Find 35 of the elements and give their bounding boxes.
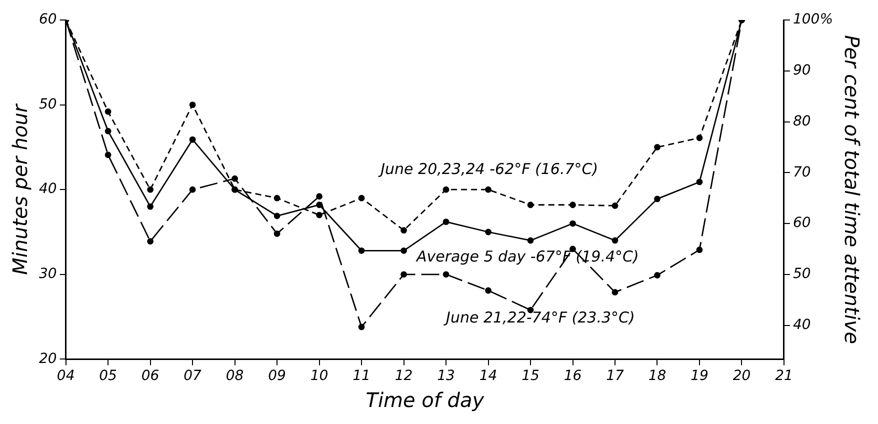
x-tick-label: 18 — [648, 368, 666, 384]
x-tick-label: 08 — [226, 368, 244, 384]
x-tick-label: 05 — [99, 368, 118, 384]
y2-tick-label: 80 — [792, 113, 811, 130]
x-tick-label: 15 — [522, 368, 540, 384]
y-tick-label: 40 — [38, 181, 57, 198]
x-tick-label: 11 — [352, 368, 370, 384]
y2-tick-label: 60 — [792, 215, 811, 232]
x-tick-label: 13 — [437, 368, 455, 384]
x-axis-title: Time of day — [366, 388, 486, 412]
x-tick-label: 17 — [606, 368, 624, 384]
y-tick-label: 50 — [38, 96, 57, 112]
x-tick-label: 19 — [690, 368, 708, 384]
x-tick-label: 10 — [310, 368, 328, 384]
y2-tick-label: 40 — [792, 316, 811, 333]
y-tick-label: 30 — [38, 266, 57, 282]
y2-tick-label: 50 — [792, 266, 811, 282]
x-tick-label: 20 — [732, 368, 751, 384]
y-tick-label: 20 — [38, 350, 57, 367]
y2-tick-label: 90 — [792, 62, 811, 79]
x-tick-label: 07 — [184, 368, 202, 384]
x-tick-label: 21 — [775, 368, 793, 384]
y-tick-label: 60 — [38, 12, 57, 28]
x-tick-label: 12 — [394, 368, 413, 384]
series-label: June 21,22-74°F (23.3°C) — [443, 308, 635, 326]
y-axis-title: Minutes per hour — [8, 102, 32, 275]
x-tick-label: 06 — [141, 368, 160, 384]
y2-tick-label: 70 — [792, 164, 811, 180]
x-tick-label: 16 — [564, 368, 582, 384]
x-tick-label: 14 — [479, 368, 498, 384]
series-label: June 20,23,24 -62°F (16.7°C) — [378, 160, 598, 178]
y2-axis-title: Per cent of total time attentive — [840, 35, 864, 344]
x-tick-label: 09 — [268, 368, 286, 384]
y2-tick-label: 100% — [792, 12, 834, 28]
x-tick-label: 04 — [56, 368, 75, 384]
